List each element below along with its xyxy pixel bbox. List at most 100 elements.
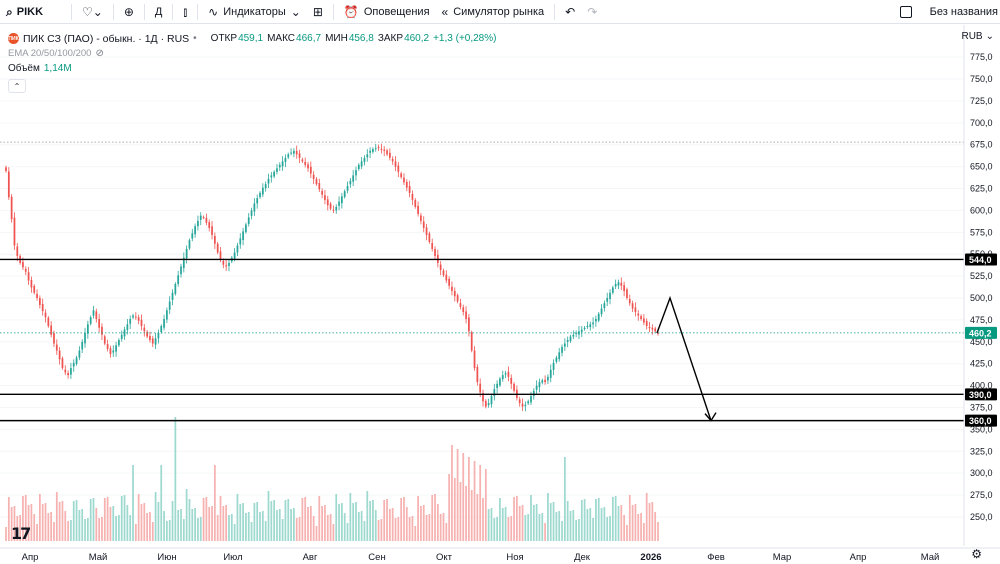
- candle-body: [465, 311, 467, 320]
- candle-body: [397, 165, 400, 172]
- candle-body: [143, 327, 146, 332]
- candle-body: [278, 164, 281, 168]
- redo-button[interactable]: ↷: [581, 1, 603, 23]
- candle-body: [349, 180, 352, 185]
- undo-icon: ↶: [565, 4, 576, 19]
- candle-body: [532, 390, 535, 397]
- candle-body: [329, 203, 332, 209]
- candle-body: [338, 201, 340, 206]
- price-axis-bg: [964, 25, 1000, 564]
- volume-bar: [400, 498, 403, 541]
- level-price-label: 544,0: [969, 255, 992, 265]
- volume-bar: [30, 504, 33, 541]
- replay-icon: «: [441, 4, 449, 19]
- candle-body: [484, 400, 487, 407]
- candle-body: [106, 344, 109, 349]
- candle-body: [442, 270, 445, 276]
- time-axis[interactable]: Апр Май Июн Июл Авг Сен Окт Ноя Дек 2026 Фев Мар Апр…: [0, 547, 1000, 563]
- volume-bar: [552, 502, 555, 541]
- close-value: 460,2: [404, 33, 430, 44]
- volume-bar: [180, 509, 182, 541]
- current-price-label: 460,2: [969, 328, 992, 338]
- symbol-search[interactable]: ⌕ PIKK: [0, 1, 67, 23]
- volume-bar: [267, 491, 270, 541]
- volume-bar: [10, 507, 13, 541]
- volume-bar: [53, 522, 55, 541]
- gear-icon[interactable]: ⚙: [971, 547, 982, 561]
- undo-button[interactable]: ↶: [559, 1, 581, 23]
- volume-bar: [510, 516, 513, 541]
- volume-bar: [216, 515, 219, 541]
- volume-bar: [597, 498, 600, 541]
- price-tick-label: 675,0: [970, 140, 993, 150]
- candle-body: [293, 150, 295, 154]
- layout-checkbox[interactable]: [899, 6, 912, 18]
- candle-body: [324, 195, 326, 200]
- volume-bar: [484, 469, 487, 541]
- price-chart[interactable]: 775,0 750,0 725,0 700,0 675,0 650,0 625,0 600,0…: [0, 25, 1000, 564]
- layout-name-button[interactable]: Без названия: [899, 0, 1000, 24]
- candle-body: [586, 326, 589, 328]
- candle-body: [228, 262, 230, 266]
- candle-body: [5, 167, 7, 172]
- replay-button[interactable]: « Симулятор рынка: [436, 1, 551, 23]
- price-axis[interactable]: 775,0 750,0 725,0 700,0 675,0 650,0 625,0 600,0…: [963, 25, 1000, 564]
- currency-selector[interactable]: RUB ⌄: [961, 31, 994, 42]
- volume-bar: [287, 499, 290, 541]
- watchlist-button[interactable]: ♡⌄: [76, 1, 109, 23]
- candle-body: [600, 308, 603, 315]
- candle-body: [428, 233, 431, 242]
- volume-bar: [580, 500, 583, 541]
- chart-type-button[interactable]: ⫾: [177, 1, 193, 23]
- level-price-tag: [965, 414, 997, 427]
- compare-button[interactable]: ⊕: [118, 1, 140, 23]
- eye-hidden-icon[interactable]: ⊘: [95, 48, 104, 59]
- volume-bar: [349, 493, 352, 541]
- volume-bar: [637, 514, 640, 541]
- volume-bar: [403, 497, 405, 541]
- collapse-legend-button[interactable]: ⌃: [8, 79, 26, 93]
- candle-body: [92, 310, 95, 316]
- indicators-button[interactable]: ∿ Индикаторы ⌄: [202, 1, 307, 23]
- candle-body: [160, 326, 163, 332]
- candle-body: [264, 184, 267, 189]
- volume-bar: [595, 499, 597, 541]
- volume-bar: [538, 514, 541, 541]
- symbol-legend-row: ПИК ПИК СЗ (ПАО) - обыкн. · 1Д · RUS • О…: [8, 31, 496, 46]
- interval-label: Д: [154, 5, 163, 18]
- symbol-title[interactable]: ПИК СЗ (ПАО) - обыкн. · 1Д · RUS: [23, 32, 190, 45]
- volume-bar: [391, 508, 394, 541]
- time-tick-label: Май: [89, 552, 108, 563]
- candle-body: [408, 186, 411, 193]
- alert-clock-icon: ⏰: [343, 4, 359, 19]
- interval-button[interactable]: Д: [149, 1, 168, 23]
- candle-body: [524, 404, 527, 407]
- candle-body: [123, 329, 126, 337]
- volume-bar: [374, 510, 377, 541]
- high-label: МАКС: [267, 33, 296, 44]
- volume-bar: [38, 494, 41, 541]
- price-tick-label: 525,0: [970, 271, 993, 281]
- candle-body: [321, 190, 323, 195]
- volume-legend-row[interactable]: Объём 1,14M: [8, 61, 496, 76]
- candle-body: [10, 196, 13, 220]
- volume-bar: [643, 523, 645, 541]
- tradingview-logo[interactable]: 17: [11, 524, 31, 543]
- candle-body: [606, 298, 609, 302]
- volume-bar: [115, 516, 117, 541]
- layouts-button[interactable]: ⊞: [307, 1, 329, 23]
- candle-body: [473, 350, 476, 369]
- volume-bar: [654, 512, 657, 541]
- volume-bar: [64, 511, 67, 541]
- volume-bar: [256, 502, 259, 541]
- candle-body: [180, 266, 182, 275]
- alerts-button[interactable]: ⏰ Оповещения: [338, 1, 436, 23]
- volume-bar: [315, 526, 318, 541]
- candle-body: [603, 303, 606, 308]
- ema-legend-row[interactable]: EMA 20/50/100/200 ⊘: [8, 46, 496, 61]
- candle-body: [259, 192, 261, 198]
- volume-bar: [36, 524, 38, 541]
- forecast-path[interactable]: [656, 295, 712, 421]
- volume-bar: [617, 506, 620, 541]
- volume-bar: [182, 519, 185, 541]
